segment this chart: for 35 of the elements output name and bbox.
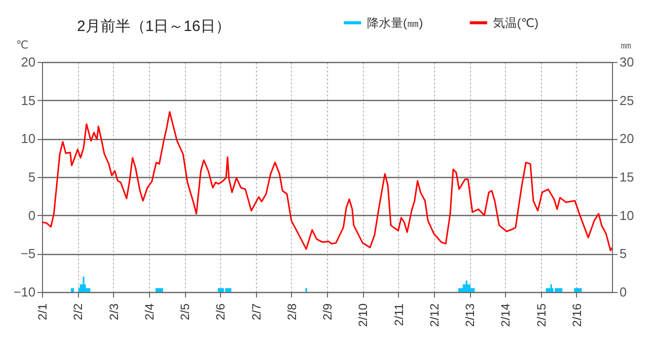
x-tick-label: 2/12 [427, 303, 442, 327]
x-tick-label: 2/16 [570, 303, 584, 327]
legend-label: 降水量(㎜) [367, 16, 423, 30]
y-tick-label: −10 [13, 284, 36, 300]
x-tick-label: 2/1 [36, 303, 50, 320]
x-tick-label: 2/5 [178, 303, 192, 320]
x-tick-label: 2/13 [463, 303, 477, 327]
x-tick-label: 2/11 [392, 303, 406, 326]
chart-title: 2月前半（1日～16日） [77, 18, 230, 35]
y2-tick-label: 15 [620, 170, 634, 184]
legend-label: 気温(℃) [493, 16, 538, 30]
y2-tick-label: 30 [620, 54, 634, 70]
x-tick-label: 2/14 [498, 303, 513, 327]
y2-tick-label: 10 [620, 208, 634, 223]
y2-tick-label: 5 [620, 246, 627, 262]
y2-tick-label: 25 [620, 92, 634, 108]
y2-tick-label: 20 [620, 131, 634, 146]
y-tick-label: 15 [21, 92, 36, 108]
x-tick-label: 2/7 [249, 303, 264, 320]
y-tick-label: −5 [20, 246, 36, 262]
x-tick-label: 2/3 [106, 303, 121, 320]
x-tick-label: 2/6 [214, 303, 228, 320]
y-tick-label: 0 [28, 208, 36, 223]
x-tick-label: 2/8 [284, 303, 299, 320]
y-axis-title: ℃ [16, 40, 28, 52]
x-tick-label: 2/9 [320, 303, 334, 320]
x-tick-label: 2/4 [142, 303, 156, 320]
y-tick-label: 10 [21, 131, 36, 146]
x-tick-label: 2/2 [71, 303, 86, 320]
y2-axis-title: ㎜ [620, 40, 632, 52]
y-tick-label: 5 [28, 170, 36, 184]
y2-tick-label: 0 [620, 284, 627, 300]
x-tick-label: 2/15 [534, 303, 548, 327]
y-tick-label: 20 [21, 54, 36, 70]
x-tick-label: 2/10 [356, 303, 370, 327]
